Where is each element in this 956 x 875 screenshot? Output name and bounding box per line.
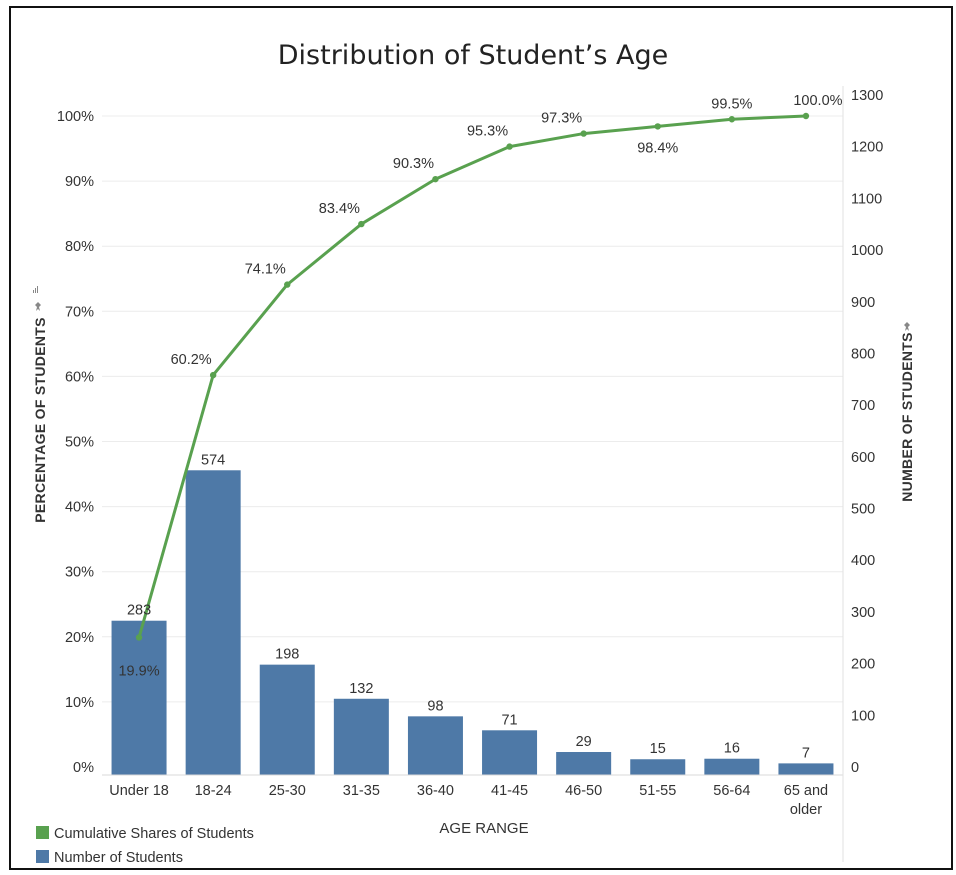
- y-right-tick-label: 1300: [851, 88, 883, 104]
- legend-item-cumulative[interactable]: Cumulative Shares of Students: [36, 826, 254, 842]
- y-right-tick-label: 1100: [851, 191, 882, 207]
- bar-value-label: 198: [275, 647, 299, 663]
- bar: [778, 763, 834, 775]
- y-right-tick-label: 600: [851, 450, 875, 466]
- cumulative-line-layer: [135, 112, 810, 641]
- y-axis-left-title: PERCENTAGE OF STUDENTS: [32, 317, 48, 522]
- bar: [333, 698, 389, 775]
- bar-value-label: 574: [201, 452, 225, 468]
- y-right-tick-label: 100: [851, 708, 875, 724]
- legend-swatch-cumulative: [36, 826, 49, 839]
- legend: Cumulative Shares of Students Number of …: [36, 826, 254, 866]
- line-point: [358, 220, 365, 228]
- line-value-label: 95.3%: [467, 124, 508, 140]
- x-tick-label: 65 and older: [784, 783, 828, 818]
- y-left-tick-label: 80%: [65, 239, 94, 255]
- x-tick-label: 56-64: [713, 783, 750, 799]
- chart-title: Distribution of Student’s Age: [278, 40, 668, 71]
- legend-label-cumulative: Cumulative Shares of Students: [54, 826, 254, 842]
- x-tick-label: 18-24: [195, 783, 232, 799]
- pin-icon: [904, 322, 910, 331]
- y-right-tick-label: 1000: [851, 243, 883, 259]
- bars: [111, 470, 834, 775]
- y-left-tick-label: 60%: [65, 369, 94, 385]
- y-right-tick-label: 800: [851, 346, 875, 362]
- x-tick-label: Under 18: [109, 783, 169, 799]
- legend-swatch-count: [36, 850, 49, 863]
- bar: [704, 758, 760, 775]
- bar: [556, 752, 612, 775]
- line-point: [580, 130, 587, 137]
- x-tick-label: 41-45: [491, 783, 528, 799]
- y-right-tick-label: 300: [851, 605, 875, 621]
- bar-value-label: 283: [127, 603, 151, 619]
- line-point: [728, 116, 736, 123]
- y-left-tick-label: 50%: [65, 435, 94, 451]
- bar-value-label: 16: [724, 741, 740, 757]
- y-left-tick-label: 20%: [65, 630, 94, 646]
- line-value-label: 100.0%: [793, 93, 842, 109]
- y-right-tick-label: 200: [851, 657, 875, 673]
- pin-icon: [35, 302, 41, 311]
- axes: 0% 10% 20% 30% 40% 50% 60% 70% 80% 90% 100% 0 100 200…: [57, 86, 883, 862]
- sort-icon: [33, 286, 38, 293]
- y-left-tick-label: 70%: [65, 304, 94, 320]
- cumulative-share-line: [137, 114, 807, 638]
- y-left-tick-label: 30%: [65, 565, 94, 581]
- line-point: [135, 634, 143, 641]
- line-value-label: 98.4%: [637, 140, 678, 156]
- legend-item-count[interactable]: Number of Students: [36, 850, 183, 866]
- y-left-tick-label: 10%: [65, 695, 94, 711]
- line-value-label: 60.2%: [171, 352, 212, 368]
- line-value-label: 90.3%: [393, 156, 434, 172]
- bar: [407, 716, 463, 775]
- y-right-tick-label: 400: [851, 553, 875, 569]
- line-point: [802, 112, 810, 120]
- y-left-tick-label: 100%: [57, 109, 94, 125]
- x-tick-label: 36-40: [417, 783, 454, 799]
- bar: [259, 664, 315, 775]
- bar-value-label: 132: [349, 681, 373, 697]
- line-point: [284, 281, 291, 288]
- y-left-tick-label: 40%: [65, 500, 94, 516]
- y-left-tick-label: 90%: [65, 174, 94, 190]
- y-right-tick-label: 700: [851, 398, 875, 414]
- line-point: [432, 175, 439, 183]
- x-tick-label: 31-35: [343, 783, 380, 799]
- x-axis-title: AGE RANGE: [439, 820, 528, 837]
- line-point: [654, 123, 661, 130]
- y-right-tick-label: 1200: [851, 140, 883, 156]
- bar-value-label: 15: [650, 741, 666, 757]
- y-axis-right-title: NUMBER OF STUDENTS: [899, 332, 915, 502]
- bar-value-label: 71: [501, 712, 517, 728]
- y-right-tick-label: 900: [851, 295, 875, 311]
- line-value-label: 74.1%: [245, 262, 286, 278]
- line-value-label: 19.9%: [118, 663, 159, 679]
- y-right-tick-label: 0: [851, 760, 859, 776]
- bar-value-label: 7: [802, 745, 810, 761]
- x-tick-label: 25-30: [269, 783, 306, 799]
- line-value-label: 97.3%: [541, 111, 582, 127]
- y-left-tick-label: 0%: [73, 760, 94, 776]
- bar: [111, 620, 167, 775]
- bar-value-label: 29: [576, 734, 592, 750]
- data-labels: 283 574 198 132 98 71 29 15 16 7 19.9% 60.2% 74.1% 83…: [118, 93, 842, 761]
- bar: [630, 759, 686, 775]
- line-value-label: 99.5%: [711, 96, 752, 112]
- bar: [482, 730, 538, 775]
- line-point: [506, 143, 513, 150]
- x-tick-label: 51-55: [639, 783, 676, 799]
- x-tick-label: 46-50: [565, 783, 602, 799]
- bar: [185, 470, 241, 775]
- y-right-tick-label: 500: [851, 502, 875, 518]
- line-point: [209, 371, 217, 379]
- bar-value-label: 98: [427, 698, 443, 714]
- legend-label-count: Number of Students: [54, 850, 183, 866]
- line-value-label: 83.4%: [319, 201, 360, 217]
